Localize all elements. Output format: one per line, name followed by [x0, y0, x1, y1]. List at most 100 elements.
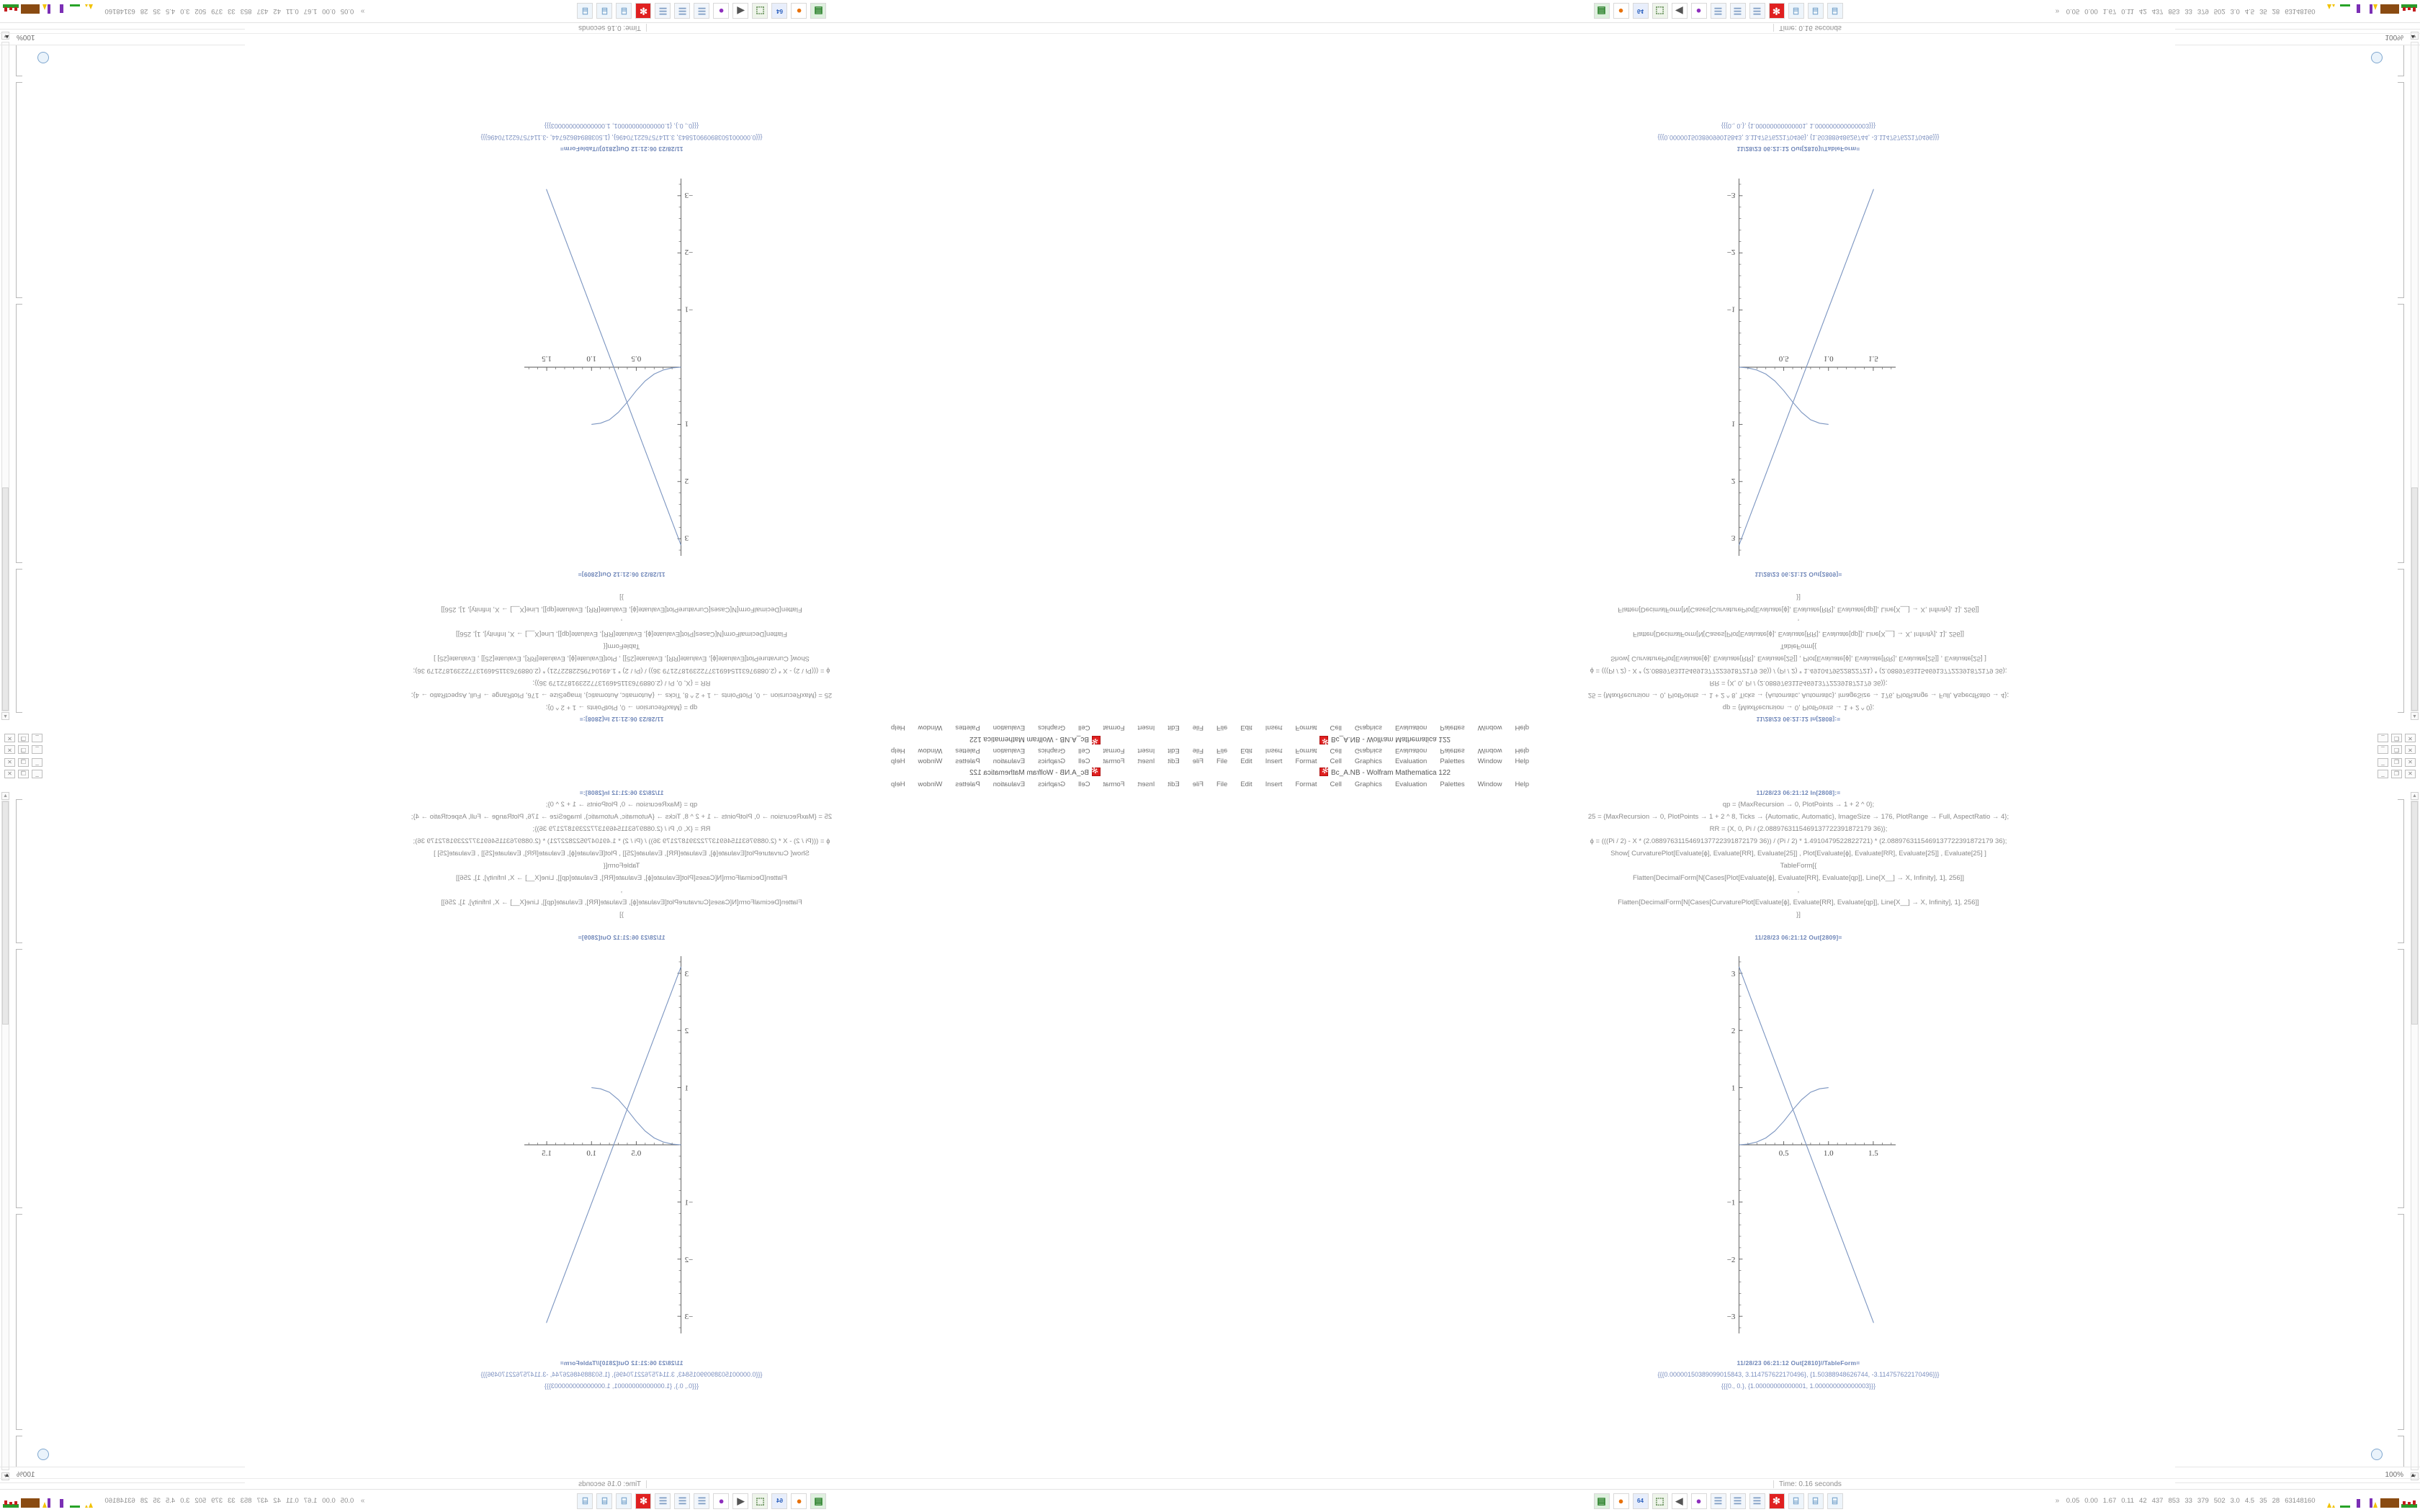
menu-item-palettes[interactable]: Palettes [955, 757, 980, 765]
code-line[interactable]: TableForm[{ [603, 862, 640, 870]
menu-bar-top[interactable]: FileEditInsertFormatCellGraphicsEvaluati… [0, 756, 1210, 768]
cell-bracket[interactable] [2398, 949, 2404, 1208]
menu-item-format[interactable]: Format [1295, 780, 1317, 788]
menu-item-file[interactable]: File [1216, 757, 1228, 765]
menu-item-format[interactable]: Format [1103, 747, 1125, 755]
calculator-icon-2[interactable]: ⌸ [596, 1493, 613, 1509]
menu-item-palettes[interactable]: Palettes [955, 724, 980, 732]
scroll-up-arrow[interactable]: ▲ [1, 792, 9, 800]
minimize-button[interactable]: _ [32, 770, 42, 778]
maximize-button[interactable]: ❐ [2391, 745, 2402, 754]
scroll-up-arrow[interactable]: ▲ [2411, 792, 2419, 800]
cell-bracket[interactable] [2398, 45, 2404, 76]
output-table-cell[interactable]: 11/28/23 06:21:12 Out[2810]//TableForm= … [33, 1359, 1210, 1392]
menu-item-window[interactable]: Window [1477, 757, 1502, 765]
minimize-button[interactable]: _ [32, 745, 42, 754]
code-line[interactable]: Show[ CurvaturePlot[Evaluate[ϕ], Evaluat… [1610, 654, 1986, 662]
code-line[interactable]: Flatten[DecimalForm[N[Cases[Plot[Evaluat… [1633, 874, 1964, 882]
firefox-icon[interactable]: ● [791, 3, 807, 19]
menu-item-help[interactable]: Help [1515, 747, 1529, 755]
calculator-icon-1[interactable]: ⌸ [616, 1493, 632, 1509]
menu-item-window[interactable]: Window [918, 747, 943, 755]
notepad-icon-3[interactable]: ☰ [1749, 1493, 1765, 1509]
remote-desktop-icon[interactable]: ⬚ [752, 3, 768, 19]
code-line[interactable]: 25 = {MaxRecursion → 0, PlotPoints → 1 +… [411, 691, 833, 699]
code-line[interactable]: Show[ CurvaturePlot[Evaluate[ϕ], Evaluat… [434, 850, 810, 858]
menu-item-edit[interactable]: Edit [1240, 757, 1252, 765]
floppy-save-icon[interactable]: 64 [1632, 3, 1649, 19]
scroll-up-arrow[interactable]: ▲ [1, 712, 9, 720]
menu-item-cell[interactable]: Cell [1330, 757, 1342, 765]
notepad-icon-2[interactable]: ☰ [674, 1493, 691, 1509]
window-controls[interactable]: _ ❐ ✕ [4, 770, 42, 778]
maximize-button[interactable]: ❐ [2391, 770, 2402, 778]
menu-item-palettes[interactable]: Palettes [955, 747, 980, 755]
curvature-plot[interactable]: 3 2 1 −1 −2 −3 0.5 1.0 1.5 [514, 166, 730, 569]
code-line[interactable]: , [620, 886, 623, 894]
system-monitor-panel[interactable]: » 0.05 0.00 1.67 0.11 42 437 853 33 379 502 3.0 4.5… [0, 1489, 364, 1512]
system-monitor-panel[interactable]: » 0.05 0.00 1.67 0.11 42 437 853 33 379 502 3.0 4.5… [0, 0, 364, 23]
notepad-icon-3[interactable]: ☰ [655, 3, 671, 19]
maximize-button[interactable]: ❐ [2391, 734, 2402, 742]
notebook-vertical-scrollbar[interactable] [2411, 801, 2419, 1470]
code-line[interactable]: TableForm[{ [1780, 862, 1817, 870]
window-controls[interactable]: _ ❐ ✕ [2378, 770, 2416, 778]
maximize-button[interactable]: ❐ [18, 734, 29, 742]
menu-item-format[interactable]: Format [1295, 724, 1317, 732]
menu-item-edit[interactable]: Edit [1240, 724, 1252, 732]
window-title-bar[interactable]: Bc_A.NB - Wolfram Mathematica 122 [0, 768, 1210, 779]
code-line[interactable]: TableForm[{ [1780, 642, 1817, 650]
code-line[interactable]: Flatten[DecimalForm[N[Cases[CurvaturePlo… [1618, 606, 1979, 613]
menu-item-file[interactable]: File [1192, 747, 1204, 755]
notepad-icon-1[interactable]: ☰ [694, 1493, 710, 1509]
menu-item-insert[interactable]: Insert [1137, 724, 1155, 732]
output-graphics-cell[interactable]: 11/28/23 06:21:12 Out[2809]= 3 2 1 −1 −2 −3 0.… [1210, 934, 2387, 1346]
menu-item-graphics[interactable]: Graphics [1038, 757, 1066, 765]
terminal-icon[interactable]: ▤ [1593, 1493, 1610, 1509]
minimize-button[interactable]: _ [2378, 745, 2388, 754]
close-button[interactable]: ✕ [4, 745, 15, 754]
firefox-icon[interactable]: ● [1613, 1493, 1629, 1509]
menu-item-palettes[interactable]: Palettes [1440, 724, 1465, 732]
firefox-icon[interactable]: ● [1613, 3, 1629, 19]
menu-item-window[interactable]: Window [1477, 780, 1502, 788]
output-graphics-cell[interactable]: 11/28/23 06:21:12 Out[2809]= 3 2 1 −1 −2 −3 0.… [33, 934, 1210, 1346]
menu-bar[interactable]: File Edit Insert Format Cell Graphics Evaluati… [0, 721, 1210, 733]
code-line[interactable]: 25 = {MaxRecursion → 0, PlotPoints → 1 +… [1587, 691, 2009, 699]
code-line[interactable]: ϕ = (((Pi / 2) - X * (2.0889763115469137… [413, 837, 830, 845]
output-table-cell[interactable]: 11/28/23 06:21:12 Out[2810]//TableForm= … [1210, 1359, 2387, 1392]
notepad-icon-1[interactable]: ☰ [1710, 3, 1726, 19]
menu-item-insert[interactable]: Insert [1137, 747, 1155, 755]
scroll-up-arrow[interactable]: ▲ [2411, 712, 2419, 720]
menu-item-palettes[interactable]: Palettes [1440, 780, 1465, 788]
expand-chevron-icon[interactable]: » [2055, 1496, 2060, 1505]
input-cell[interactable]: 11/28/23 06:21:12 In[2808]:= qp = {MaxRe… [1210, 591, 2387, 723]
zoom-indicator[interactable]: 100% ▲ [2385, 33, 2416, 41]
minimize-button[interactable]: _ [32, 734, 42, 742]
code-line[interactable]: }] [619, 593, 624, 601]
code-line[interactable]: Flatten[DecimalForm[N[Cases[Plot[Evaluat… [1633, 630, 1964, 638]
menu-item-edit[interactable]: Edit [1240, 747, 1252, 755]
curvature-plot[interactable]: 3 2 1 −1 −2 −3 0.5 1.0 1.5 [1690, 943, 1906, 1346]
code-line[interactable]: TableForm[{ [603, 642, 640, 650]
curvature-plot[interactable]: 3 2 1 −1 −2 −3 0.5 1.0 1.5 [1690, 166, 1906, 569]
window-title-bar[interactable]: Bc_A.NB - Wolfram Mathematica 122 [0, 733, 1210, 744]
expand-chevron-icon[interactable]: » [360, 7, 365, 16]
window-title-bar[interactable]: Bc_A.NB - Wolfram Mathematica 122 [1210, 766, 2420, 779]
window-controls-top[interactable]: _ ❐ ✕ [4, 758, 42, 767]
menu-item-evaluation[interactable]: Evaluation [1394, 780, 1428, 788]
menu-item-insert[interactable]: Insert [1137, 757, 1155, 765]
menu-item-help[interactable]: Help [1515, 724, 1529, 732]
minimize-button[interactable]: _ [32, 758, 42, 767]
notepad-icon-2[interactable]: ☰ [674, 3, 691, 19]
menu-item-cell[interactable]: Cell [1078, 724, 1090, 732]
mathematica-icon[interactable]: ✻ [1768, 3, 1785, 19]
menu-item-edit[interactable]: Edit [1168, 747, 1180, 755]
cell-bracket[interactable] [2398, 799, 2404, 943]
code-line[interactable]: Flatten[DecimalForm[N[Cases[CurvaturePlo… [441, 899, 802, 906]
menu-item-format[interactable]: Format [1295, 757, 1317, 765]
menu-item-palettes[interactable]: Palettes [1440, 757, 1465, 765]
menu-item-evaluation[interactable]: Evaluation [1394, 724, 1428, 732]
code-line[interactable]: Flatten[DecimalForm[N[Cases[Plot[Evaluat… [456, 874, 787, 882]
